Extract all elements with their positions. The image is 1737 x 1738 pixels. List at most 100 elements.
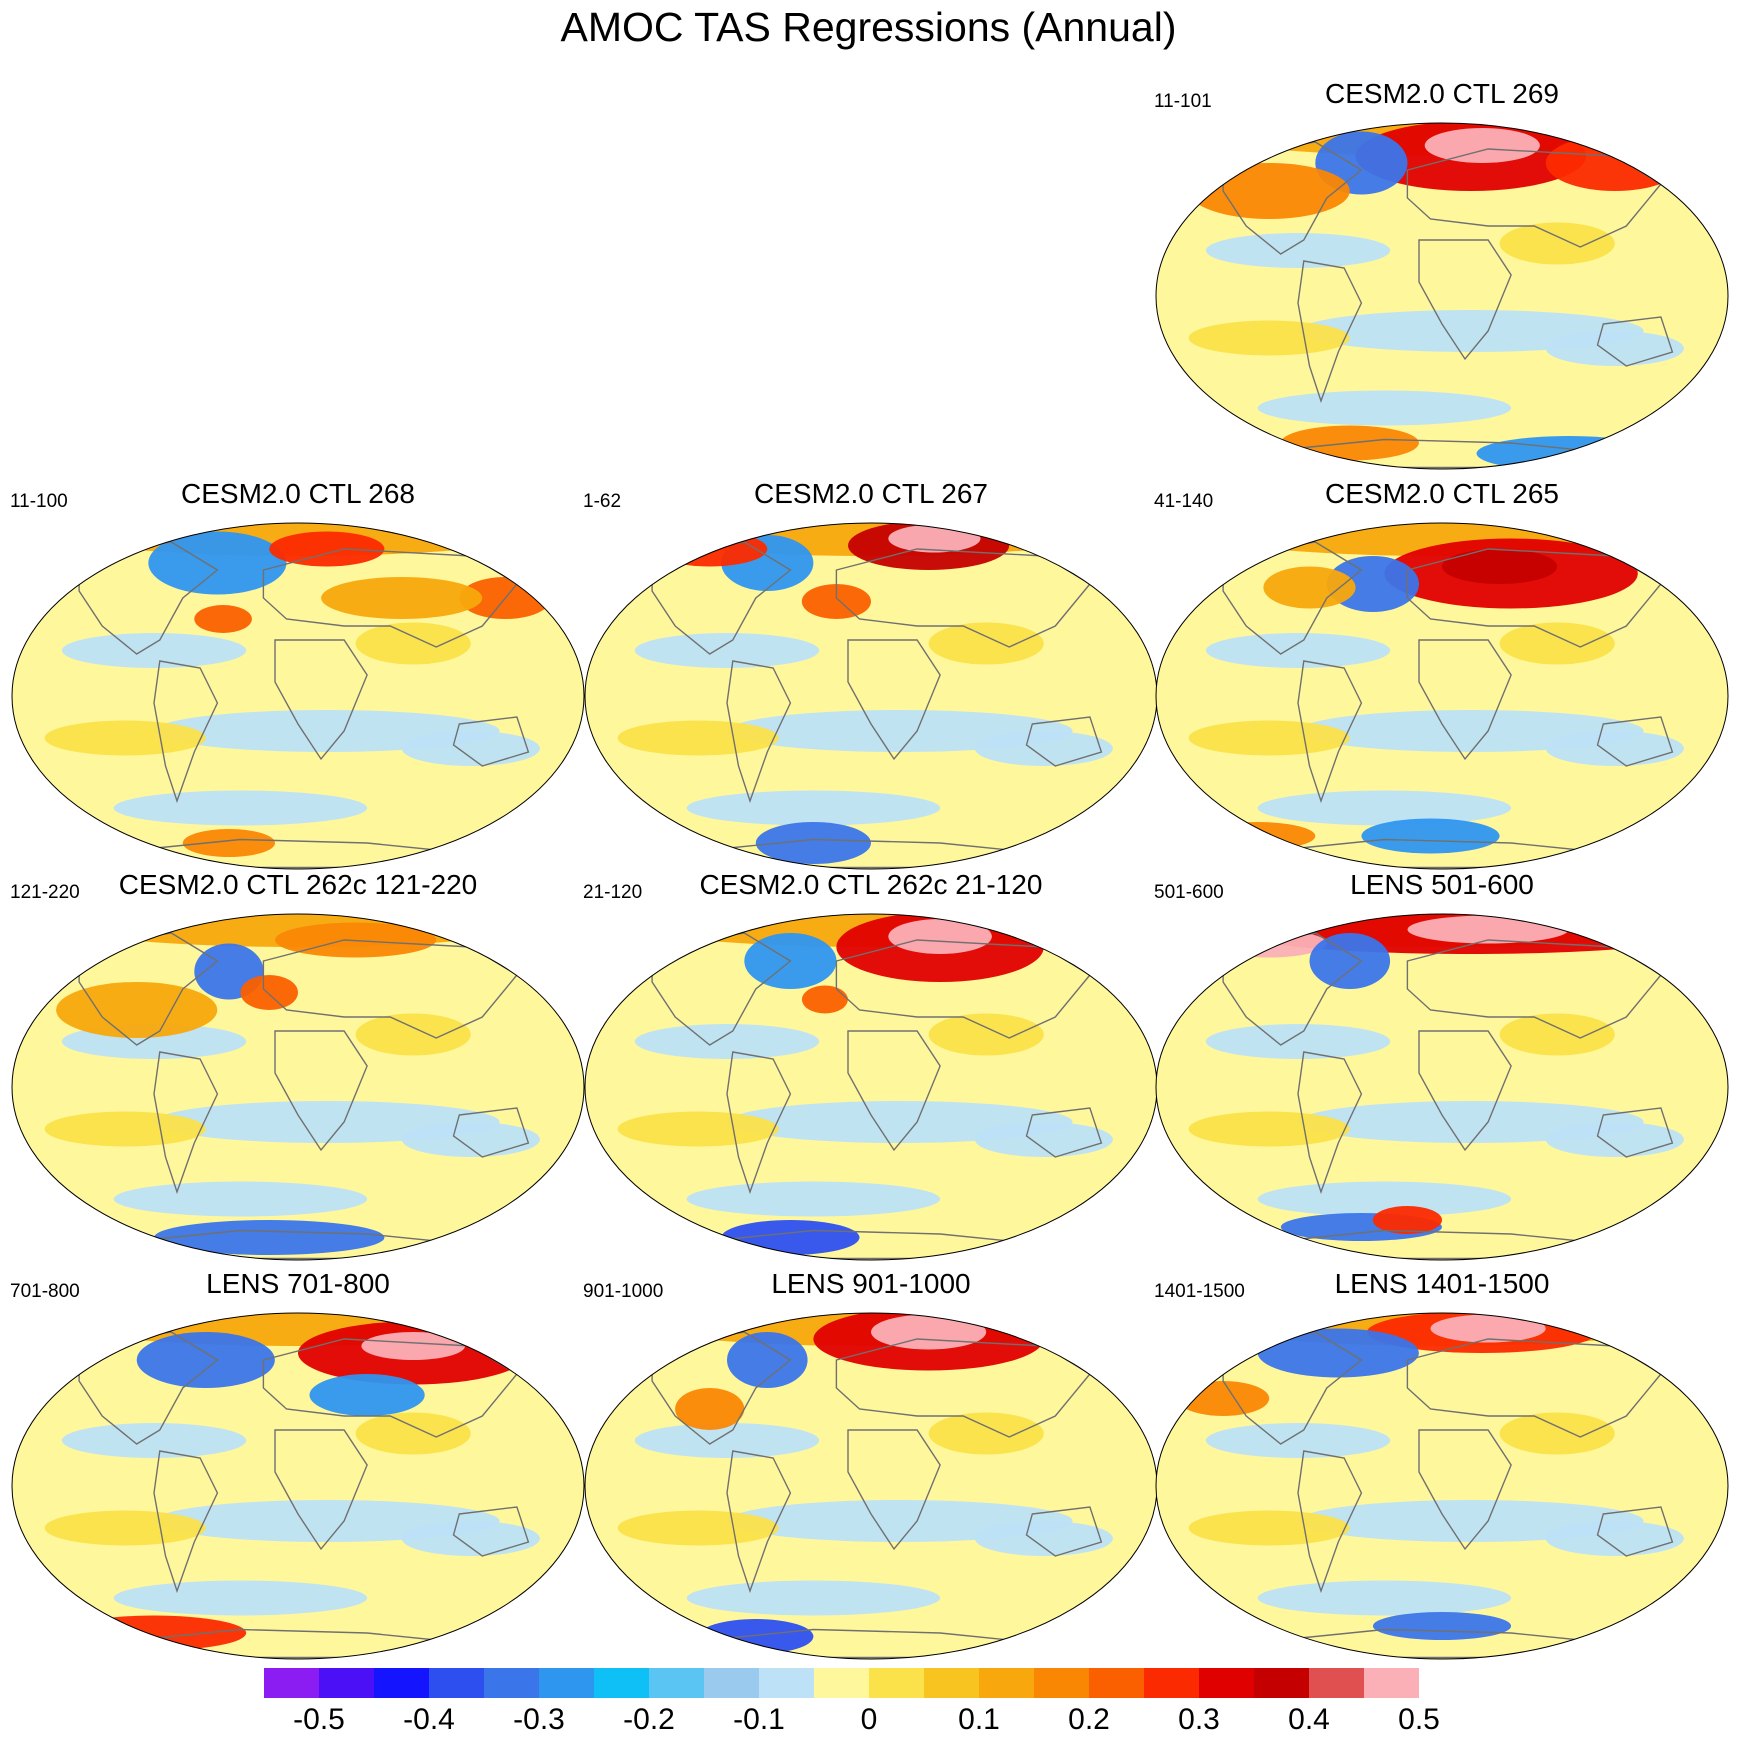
anomaly-region bbox=[61, 1615, 247, 1651]
anomaly-region bbox=[1257, 1580, 1512, 1616]
anomaly-region bbox=[1545, 1521, 1684, 1556]
anomaly-region bbox=[44, 1111, 206, 1147]
anomaly-region bbox=[1188, 1111, 1350, 1147]
panel-year-range: 121-220 bbox=[10, 882, 80, 903]
world-map bbox=[584, 522, 1158, 870]
colorbar-box bbox=[979, 1668, 1034, 1698]
anomaly-region bbox=[154, 1220, 385, 1255]
anomaly-region bbox=[148, 531, 287, 595]
colorbar-box bbox=[1309, 1668, 1364, 1698]
coastline bbox=[1297, 660, 1363, 804]
coastline bbox=[452, 1107, 530, 1158]
anomaly-region bbox=[401, 1521, 540, 1556]
map-panel-ctl-269: CESM2.0 CTL 269 11-101 bbox=[1154, 76, 1730, 476]
panel-year-range: 1-62 bbox=[583, 491, 622, 512]
anomaly-region bbox=[1476, 436, 1661, 469]
anomaly-region bbox=[888, 919, 992, 954]
colorbar-box bbox=[649, 1668, 704, 1698]
anomaly-region bbox=[675, 1388, 745, 1430]
panel-year-range: 1401-1500 bbox=[1154, 1281, 1245, 1302]
panel-title: CESM2.0 CTL 262c 121-220 bbox=[118, 869, 478, 900]
anomaly-region bbox=[355, 1013, 471, 1056]
anomaly-region bbox=[1263, 566, 1356, 609]
world-map bbox=[11, 1312, 585, 1660]
anomaly-region bbox=[1442, 549, 1558, 584]
colorbar-tick-label: -0.4 bbox=[403, 1703, 455, 1736]
coastline bbox=[1418, 639, 1512, 761]
temperature-field bbox=[585, 523, 1157, 869]
temperature-field bbox=[1156, 1313, 1728, 1659]
colorbar-box bbox=[1034, 1668, 1089, 1698]
anomaly-region bbox=[1499, 1013, 1615, 1056]
coastline bbox=[651, 541, 792, 655]
anomaly-region bbox=[1545, 731, 1684, 766]
map-panel-lens-501-600: LENS 501-600 501-600 bbox=[1154, 867, 1730, 1267]
coastline bbox=[1222, 541, 1363, 655]
panel-title: CESM2.0 CTL 269 bbox=[1325, 78, 1559, 109]
map-border bbox=[11, 1312, 585, 1660]
anomaly-region bbox=[401, 731, 540, 766]
coastline bbox=[1596, 316, 1674, 367]
coastline bbox=[274, 639, 368, 761]
colorbar-box bbox=[374, 1668, 429, 1698]
colorbar-box bbox=[1254, 1668, 1309, 1698]
coastline bbox=[847, 1030, 941, 1152]
world-map bbox=[11, 522, 585, 870]
panel-year-range: 41-140 bbox=[1154, 491, 1214, 512]
coastline bbox=[835, 1338, 1091, 1438]
colorbar-tick-label: -0.3 bbox=[513, 1703, 565, 1736]
anomaly-region bbox=[1361, 818, 1500, 854]
anomaly-region bbox=[928, 1412, 1044, 1455]
coastline bbox=[78, 932, 219, 1046]
colorbar-box bbox=[1089, 1668, 1144, 1698]
anomaly-region bbox=[698, 1619, 814, 1654]
colorbar-box bbox=[484, 1668, 539, 1698]
anomaly-region bbox=[888, 524, 981, 553]
anomaly-region bbox=[355, 622, 471, 665]
anomaly-region bbox=[1188, 720, 1350, 756]
anomaly-region bbox=[634, 1423, 820, 1458]
coastline bbox=[153, 660, 219, 804]
colorbar-box bbox=[539, 1668, 594, 1698]
anomaly-region bbox=[974, 731, 1113, 766]
coastline bbox=[262, 939, 518, 1039]
panel-year-range: 11-100 bbox=[10, 491, 68, 512]
temperature-field bbox=[1156, 123, 1728, 469]
colorbar-box bbox=[869, 1668, 924, 1698]
anomaly-region bbox=[240, 975, 298, 1010]
colorbar-tick-label: 0.2 bbox=[1068, 1703, 1110, 1736]
anomaly-region bbox=[755, 822, 871, 864]
map-panel-ctl-262c-21-120: CESM2.0 CTL 262c 21-120 21-120 bbox=[583, 867, 1159, 1267]
map-panel-lens-1401-1500: LENS 1401-1500 1401-1500 bbox=[1154, 1266, 1730, 1666]
anomaly-region bbox=[1499, 222, 1615, 265]
world-map bbox=[584, 1312, 1158, 1660]
anomaly-region bbox=[355, 1412, 471, 1455]
coastline bbox=[1025, 1506, 1103, 1557]
colorbar-tick-label: 0.4 bbox=[1288, 1703, 1330, 1736]
coastline bbox=[1025, 716, 1103, 767]
coastline bbox=[78, 1331, 219, 1445]
panel-title: LENS 1401-1500 bbox=[1334, 1268, 1550, 1299]
anomaly-region bbox=[1326, 556, 1419, 612]
colorbar-box bbox=[704, 1668, 759, 1698]
map-panel-lens-901-1000: LENS 901-1000 901-1000 bbox=[583, 1266, 1159, 1666]
anomaly-region bbox=[727, 1332, 808, 1388]
anomaly-region bbox=[1372, 1612, 1512, 1640]
anomaly-region bbox=[1424, 128, 1540, 163]
colorbar-box bbox=[319, 1668, 374, 1698]
coastline bbox=[1297, 1450, 1363, 1594]
coastline bbox=[1418, 1429, 1512, 1551]
world-map bbox=[1155, 522, 1729, 870]
temperature-field bbox=[12, 914, 584, 1260]
anomaly-region bbox=[113, 1181, 368, 1217]
anomaly-region bbox=[182, 829, 275, 857]
coastline bbox=[274, 1429, 368, 1551]
anomaly-region bbox=[56, 982, 218, 1038]
coastline bbox=[1596, 716, 1674, 767]
anomaly-region bbox=[617, 720, 779, 756]
colorbar-box bbox=[1364, 1668, 1419, 1698]
colorbar-box bbox=[429, 1668, 484, 1698]
anomaly-region bbox=[61, 1423, 247, 1458]
anomaly-region bbox=[44, 1510, 206, 1546]
panel-title: CESM2.0 CTL 265 bbox=[1325, 478, 1559, 509]
